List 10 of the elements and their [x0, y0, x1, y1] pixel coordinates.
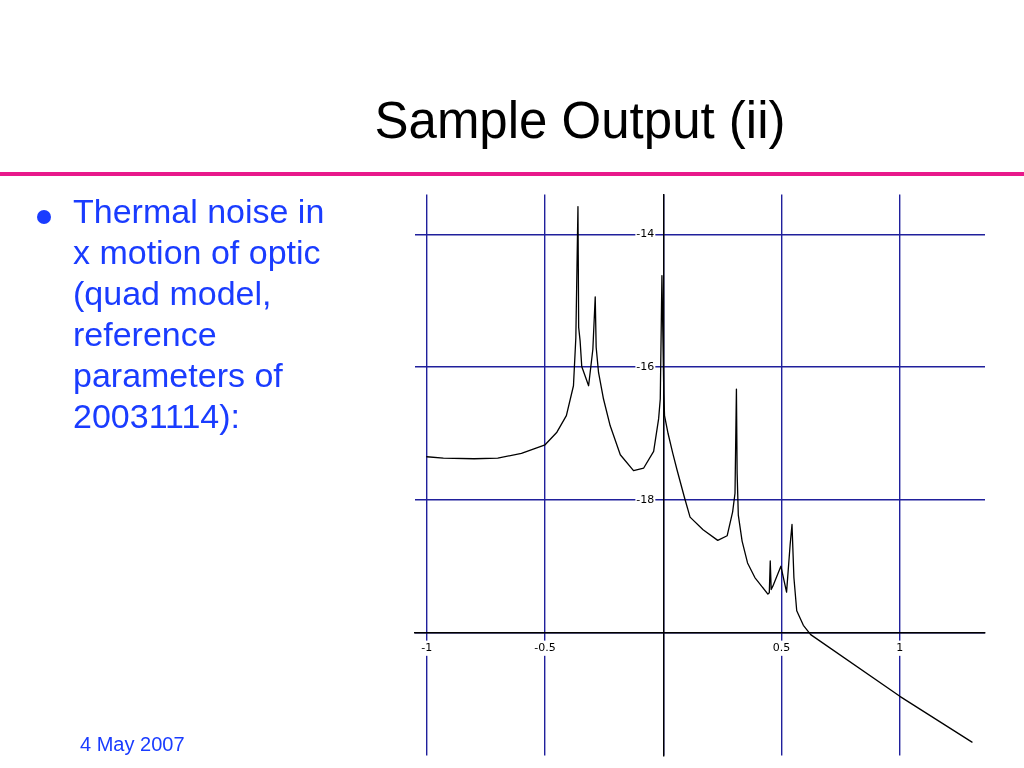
text: Thermal noise in x motion of optic (quad model, reference parameters of 20031114):: [73, 191, 326, 437]
y-tick-label: -14: [636, 227, 655, 241]
text: 4 May 2007: [80, 733, 185, 756]
x-tick-label: -1: [421, 641, 433, 655]
y-tick-label: -18: [636, 492, 655, 506]
x-tick-label: -0.5: [534, 641, 556, 655]
y-tick-label: -16: [636, 360, 655, 374]
x-tick-label: 1: [896, 641, 904, 655]
x-tick-label: 0.5: [772, 641, 791, 655]
chart-title: Sample Output (ii): [373, 92, 787, 151]
